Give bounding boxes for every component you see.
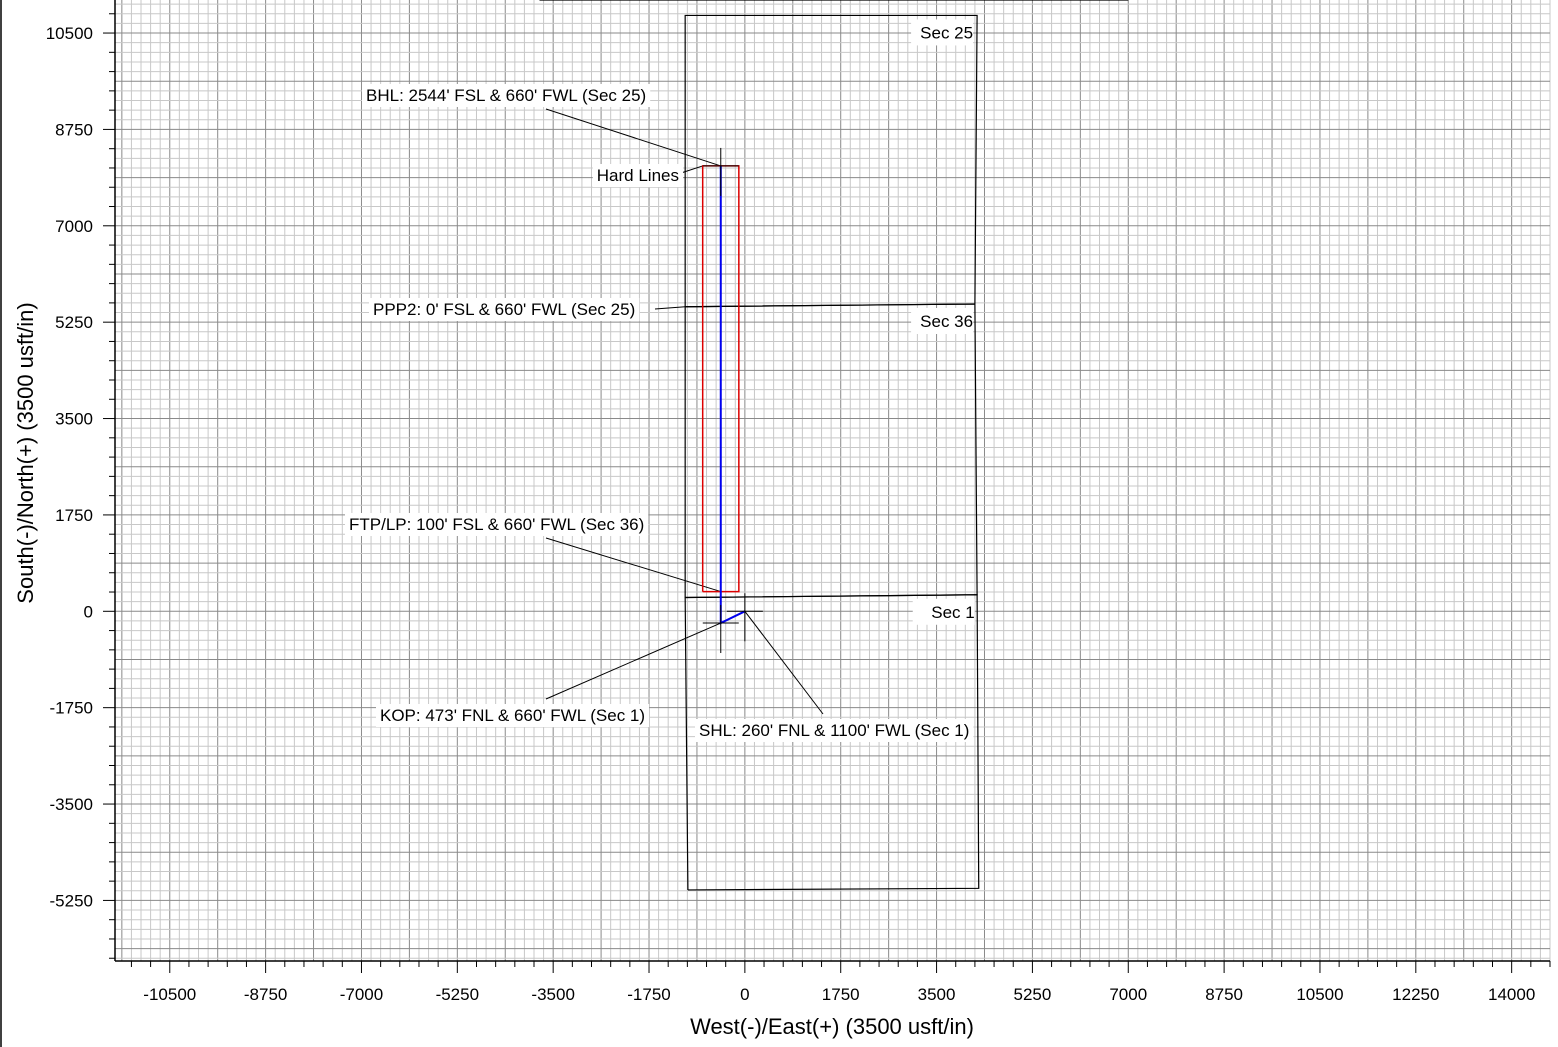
y-tick-label: 0 bbox=[84, 602, 93, 621]
x-tick-label: 14000 bbox=[1488, 985, 1535, 1004]
annotation-label-bg bbox=[345, 513, 649, 536]
x-tick-label: -10500 bbox=[143, 985, 196, 1004]
annotation-label: PPP2: 0' FSL & 660' FWL (Sec 25) bbox=[373, 300, 635, 319]
annotation-label: KOP: 473' FNL & 660' FWL (Sec 1) bbox=[380, 706, 645, 725]
annotation-label: FTP/LP: 100' FSL & 660' FWL (Sec 36) bbox=[349, 515, 644, 534]
y-tick-label: -3500 bbox=[50, 795, 93, 814]
hard-lines bbox=[701, 165, 740, 593]
annotation-label: Hard Lines bbox=[597, 166, 679, 185]
y-tick-label: 10500 bbox=[46, 24, 93, 43]
y-tick-label: 3500 bbox=[55, 410, 93, 429]
annotation-leader bbox=[545, 108, 721, 167]
section-label-bg bbox=[912, 598, 975, 625]
x-tick-label: -1750 bbox=[627, 985, 670, 1004]
y-tick-label: -1750 bbox=[50, 699, 93, 718]
section-boundary bbox=[684, 594, 980, 891]
y-tick-label: 7000 bbox=[55, 217, 93, 236]
x-tick-label: -7000 bbox=[340, 985, 383, 1004]
annotation-label-bg bbox=[376, 704, 650, 727]
y-tick-label: 8750 bbox=[55, 120, 93, 139]
x-tick-label: 10500 bbox=[1296, 985, 1343, 1004]
hard-lines-rect bbox=[701, 165, 740, 593]
section-labels: Sec 25 Sec 36 Sec 1 bbox=[911, 19, 975, 625]
x-axis-title: West(-)/East(+) (3500 usft/in) bbox=[690, 1014, 974, 1039]
x-axis-ticks: -10500 -8750 -7000 -5250 -3500 -1750 0 1750 3500… bbox=[130, 961, 1551, 1004]
y-tick-label: 5250 bbox=[55, 313, 93, 332]
annotation-leader bbox=[654, 306, 686, 310]
section-label: Sec 25 bbox=[920, 23, 973, 42]
x-tick-label: 3500 bbox=[918, 985, 956, 1004]
y-axis-title: South(-)/North(+) (3500 usft/in) bbox=[13, 302, 38, 603]
annotation-leader bbox=[545, 622, 721, 700]
x-tick-label: 12250 bbox=[1392, 985, 1439, 1004]
well-markers bbox=[702, 147, 763, 654]
annotation-label-bg bbox=[369, 298, 640, 321]
annotation-leader bbox=[545, 537, 721, 593]
section-label-bg bbox=[911, 19, 974, 46]
x-tick-label: 0 bbox=[740, 985, 749, 1004]
annotation-leader bbox=[680, 165, 703, 174]
x-tick-label: 8750 bbox=[1205, 985, 1243, 1004]
x-tick-label: -8750 bbox=[244, 985, 287, 1004]
annotation-label: BHL: 2544' FSL & 660' FWL (Sec 25) bbox=[366, 86, 646, 105]
section-boundaries bbox=[539, 0, 1129, 891]
x-tick-label: 5250 bbox=[1014, 985, 1052, 1004]
x-tick-label: 7000 bbox=[1109, 985, 1147, 1004]
annotation-leader bbox=[744, 610, 824, 715]
section-label: Sec 36 bbox=[920, 312, 973, 331]
annotations: BHL: 2544' FSL & 660' FWL (Sec 25) Hard L… bbox=[345, 84, 974, 742]
y-axis-ticks: 10500 8750 7000 5250 3500 1750 0 -1750 -3500 -525… bbox=[46, 13, 115, 959]
section-label-bg bbox=[911, 307, 974, 334]
annotation-label-bg bbox=[695, 719, 974, 742]
x-tick-label: -3500 bbox=[531, 985, 574, 1004]
annotation-label-bg bbox=[592, 164, 683, 187]
annotation-label-bg bbox=[362, 84, 651, 107]
section-label: Sec 1 bbox=[931, 603, 974, 622]
grid bbox=[115, 0, 1551, 961]
x-tick-label: 1750 bbox=[822, 985, 860, 1004]
x-tick-label: -5250 bbox=[436, 985, 479, 1004]
y-tick-label: 1750 bbox=[55, 506, 93, 525]
annotation-leaders bbox=[545, 108, 824, 715]
annotation-label: SHL: 260' FNL & 1100' FWL (Sec 1) bbox=[699, 721, 969, 740]
y-tick-label: -5250 bbox=[50, 891, 93, 910]
